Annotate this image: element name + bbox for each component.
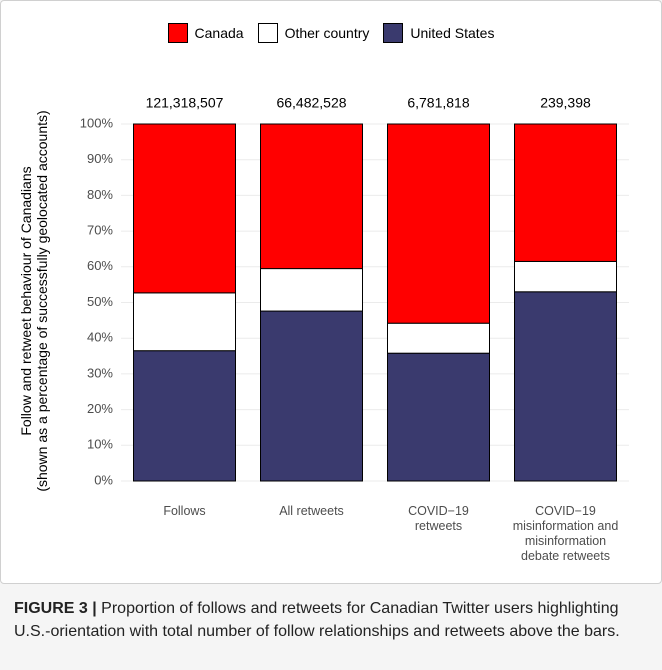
- bar-segment: [133, 123, 236, 294]
- caption-text: Proportion of follows and retweets for C…: [14, 600, 620, 640]
- y-tick-label: 20%: [87, 401, 113, 416]
- total-label: 66,482,528: [276, 95, 346, 111]
- y-tick-label: 0%: [94, 472, 113, 487]
- legend-item: United States: [383, 23, 494, 43]
- x-tick-label: COVID−19 misinformation and misinformati…: [512, 504, 619, 563]
- legend-item: Other country: [257, 23, 370, 43]
- total-label: 6,781,818: [407, 95, 469, 111]
- legend-label: Canada: [194, 25, 244, 41]
- x-tick-label: COVID−19 retweets: [408, 504, 469, 533]
- bar-segment: [514, 291, 617, 482]
- total-label: 121,318,507: [146, 95, 224, 111]
- bar-segment: [387, 123, 490, 324]
- y-tick-label: 30%: [87, 365, 113, 380]
- y-tick-label: 10%: [87, 437, 113, 452]
- bar-segment: [260, 310, 363, 482]
- y-tick-label: 80%: [87, 187, 113, 202]
- y-tick-label: 40%: [87, 330, 113, 345]
- total-label: 239,398: [540, 95, 591, 111]
- bar-segment: [133, 350, 236, 482]
- chart-panel: 0% 10% 20% 30% 40% 50% 60% 70% 80% 90% 100% 121,318…: [0, 0, 662, 584]
- bar-segment: [514, 123, 617, 262]
- legend-swatch: [257, 23, 278, 43]
- y-tick-label: 60%: [87, 258, 113, 273]
- y-tick-label: 50%: [87, 294, 113, 309]
- bar-segment: [260, 123, 363, 270]
- caption-label: FIGURE 3 |: [14, 600, 97, 617]
- bar-segment: [133, 292, 236, 352]
- caption: FIGURE 3 | Proportion of follows and ret…: [14, 597, 654, 643]
- legend-item: Canada: [167, 23, 244, 43]
- legend-swatch: [167, 23, 188, 43]
- y-tick-label: 100%: [80, 115, 114, 130]
- y-tick-label: 90%: [87, 151, 113, 166]
- bar-segment: [514, 260, 617, 293]
- bar-segment: [260, 268, 363, 312]
- chart: 0% 10% 20% 30% 40% 50% 60% 70% 80% 90% 100% 121,318…: [80, 95, 629, 487]
- y-tick-label: 70%: [87, 223, 113, 238]
- legend: Canada Other country United States: [1, 23, 661, 43]
- x-tick-label: All retweets: [279, 504, 344, 518]
- x-tick-label: Follows: [163, 504, 206, 518]
- legend-label: United States: [410, 25, 495, 41]
- bar-segment: [387, 322, 490, 354]
- legend-label: Other country: [284, 25, 370, 41]
- bar-segment: [387, 352, 490, 482]
- legend-swatch: [383, 23, 404, 43]
- y-axis-title: Follow and retweet behaviour of Canadian…: [18, 110, 50, 492]
